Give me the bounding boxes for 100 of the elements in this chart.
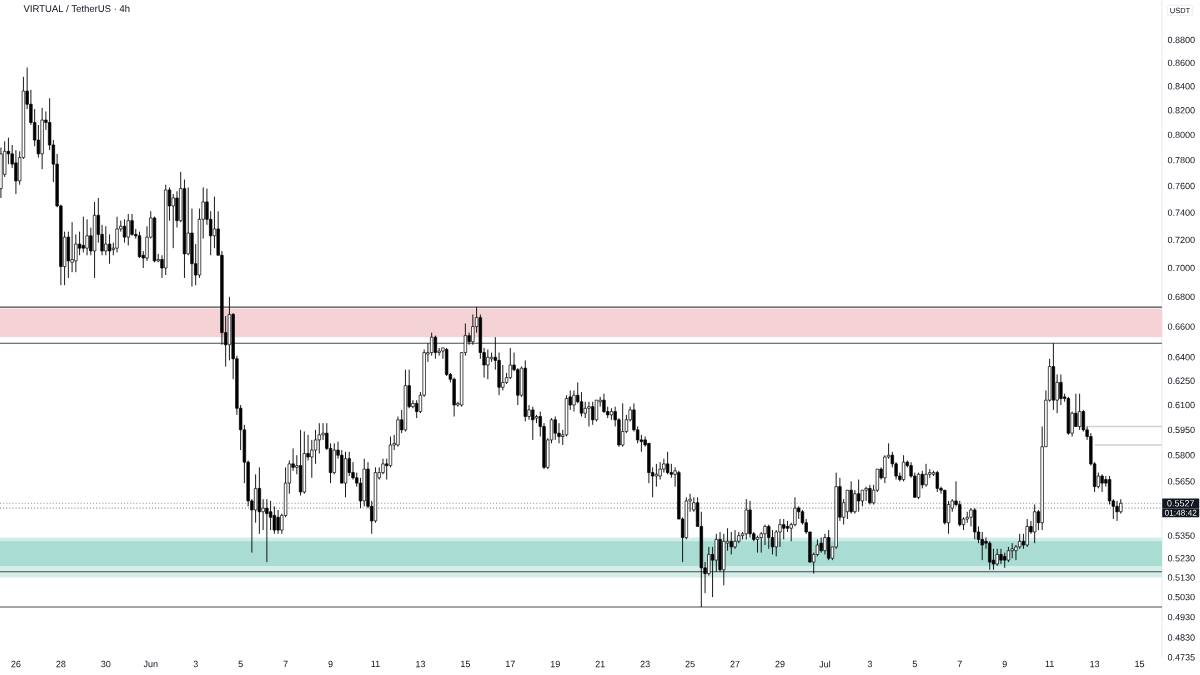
x-tick-label: 3	[193, 660, 198, 668]
candlestick	[864, 486, 868, 502]
candlestick	[849, 480, 853, 515]
candlestick	[272, 505, 277, 535]
candlestick	[265, 498, 269, 563]
text: 01:48:42	[1164, 509, 1197, 516]
x-tick-label: 27	[730, 660, 740, 668]
x-tick-label: 9	[328, 660, 333, 668]
y-tick-label: 0.5030	[1167, 593, 1195, 601]
candlestick	[748, 500, 752, 538]
y-tick-label: 0.8200	[1167, 107, 1195, 114]
candlestick	[654, 463, 659, 488]
candlestick	[602, 393, 606, 414]
candlestick	[665, 451, 670, 475]
candlestick	[137, 231, 142, 259]
candlestick	[594, 399, 599, 422]
candlestick	[973, 507, 977, 540]
x-tick-label: 29	[775, 660, 785, 668]
x-tick-label: 15	[1135, 660, 1145, 668]
candlestick	[1059, 374, 1063, 406]
x-tick-label: Jun	[143, 660, 158, 668]
y-tick-label: 0.8600	[1167, 59, 1195, 67]
x-tick-label: 28	[56, 660, 66, 668]
x-tick-label: 11	[1045, 660, 1054, 668]
candlestick	[1025, 518, 1029, 548]
candlestick	[486, 349, 490, 380]
x-tick-label: 9	[1002, 660, 1007, 668]
x-tick-label: 5	[912, 660, 917, 668]
candlestick	[621, 402, 625, 448]
ref-line-label: 0.5527	[1167, 500, 1195, 507]
candlestick	[999, 548, 1003, 565]
x-tick-label: 13	[416, 660, 426, 668]
chart-title: VIRTUAL / TetherUS · 4h	[23, 5, 130, 12]
x-tick-label: Jul	[819, 660, 831, 668]
candlestick	[257, 466, 262, 535]
candlestick	[1077, 393, 1082, 431]
candlestick	[729, 531, 733, 555]
x-tick-label: 7	[957, 660, 962, 668]
candlestick	[81, 216, 85, 253]
x-tick-label: 26	[11, 660, 21, 668]
x-tick-label: 5	[238, 660, 243, 668]
x-tick-label: 21	[595, 660, 605, 668]
candlestick	[591, 401, 595, 426]
candlestick	[823, 533, 827, 555]
candlestick	[14, 149, 18, 195]
candlestick	[130, 213, 134, 237]
y-tick-label: 0.5950	[1167, 426, 1195, 434]
y-tick-label: 0.5230	[1167, 555, 1195, 562]
candlestick	[85, 218, 89, 256]
x-tick-label: 30	[101, 660, 111, 668]
y-tick-label: 0.7600	[1167, 182, 1195, 190]
candlestick	[733, 529, 737, 550]
candlestick	[868, 484, 872, 505]
candlestick	[767, 524, 771, 550]
y-tick-label: 0.6600	[1167, 323, 1195, 330]
candlestick	[508, 347, 512, 380]
y-tick-label: 0.8400	[1167, 83, 1195, 90]
candlestick	[332, 442, 336, 475]
candlestick	[553, 416, 557, 441]
candlestick	[126, 213, 130, 246]
candlestick	[988, 540, 992, 571]
candlestick	[587, 401, 591, 427]
y-tick-label: 0.4735	[1167, 654, 1195, 661]
x-tick-label: 19	[550, 660, 560, 668]
y-tick-label: 0.4930	[1167, 613, 1195, 621]
y-tick-label: 0.5130	[1167, 574, 1195, 581]
y-tick-label: 0.6100	[1167, 401, 1195, 409]
candlestick	[104, 225, 108, 256]
y-tick-label: 0.6800	[1167, 293, 1195, 301]
candlestick	[107, 233, 112, 265]
x-tick-label: 13	[1090, 660, 1100, 668]
y-tick-label: 0.7400	[1167, 209, 1195, 216]
y-tick-label: 0.8000	[1167, 131, 1195, 139]
x-tick-label: 11	[371, 660, 380, 668]
candlestick	[171, 193, 175, 249]
y-tick-label: 0.7000	[1167, 264, 1195, 272]
x-tick-label: 3	[867, 660, 872, 668]
x-tick-label: 25	[685, 660, 695, 668]
y-tick-label: 0.5800	[1167, 452, 1195, 459]
candlestick	[276, 509, 280, 535]
y-tick-label: 0.5650	[1167, 478, 1195, 485]
candlestick	[924, 463, 928, 488]
candlestick	[770, 529, 775, 555]
candlestick	[433, 335, 438, 360]
candlestick	[115, 216, 119, 253]
candlestick	[755, 535, 760, 554]
y-tick-label: 0.4830	[1167, 634, 1195, 641]
candlestick	[1033, 504, 1037, 544]
candlestick	[1100, 473, 1104, 493]
x-tick-label: 23	[640, 660, 650, 668]
candlestick	[1115, 500, 1119, 522]
y-tick-label: 0.8800	[1167, 36, 1195, 44]
y-tick-label: 0.7800	[1167, 156, 1195, 164]
y-tick-label: 0.7200	[1167, 236, 1195, 244]
x-tick-label: 7	[283, 660, 288, 668]
x-tick-label: 17	[506, 660, 515, 668]
y-tick-label: 0.5350	[1167, 532, 1195, 539]
y-tick-label: 0.6250	[1167, 377, 1195, 384]
x-tick-label: 15	[461, 660, 470, 668]
y-tick-label: 0.6400	[1167, 354, 1195, 361]
